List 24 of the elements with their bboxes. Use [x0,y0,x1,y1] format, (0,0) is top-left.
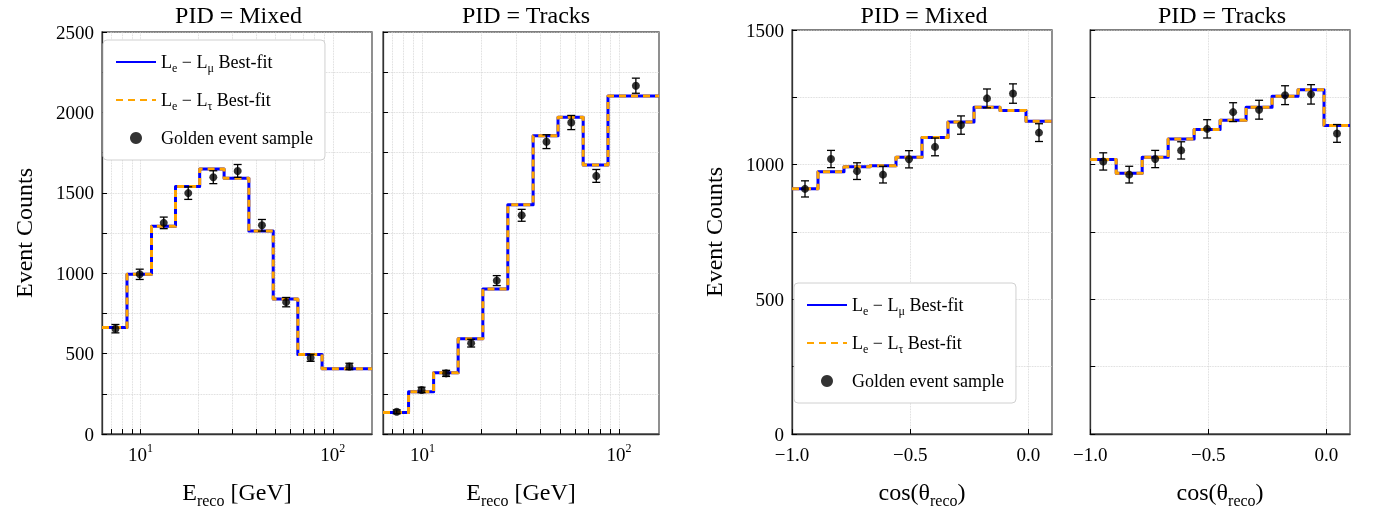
chart-title: PID = Mixed [860,2,988,28]
y-tick-label: 0 [774,423,784,445]
y-axis-title: Event Counts [11,168,37,298]
y-tick-label: 1000 [56,262,94,284]
y-tick-label: 500 [755,288,784,310]
y-tick-label: 1500 [56,182,94,204]
x-tick-label: −1.0 [1073,443,1108,465]
y-tick-label: 2000 [56,101,94,123]
x-tick-label: −1.0 [774,443,810,465]
y-axis-title: Event Counts [701,167,727,297]
y-tick-label: 2500 [56,21,94,43]
y-tick-label: 1000 [746,154,784,176]
y-tick-label: 1500 [746,19,784,41]
x-tick-label: 0.0 [1016,443,1041,465]
x-tick-label: −0.5 [1191,443,1226,465]
y-tick-label: 0 [84,423,94,445]
chart-title: PID = Tracks [1157,2,1287,28]
x-tick-label: 0.0 [1314,443,1339,465]
legend-label: Golden event sample [161,128,313,148]
x-tick-label: −0.5 [892,443,928,465]
legend-label: Golden event sample [852,371,1004,391]
chart-title: PID = Mixed [175,2,302,28]
y-tick-label: 500 [65,343,94,365]
chart-title: PID = Tracks [461,2,591,28]
